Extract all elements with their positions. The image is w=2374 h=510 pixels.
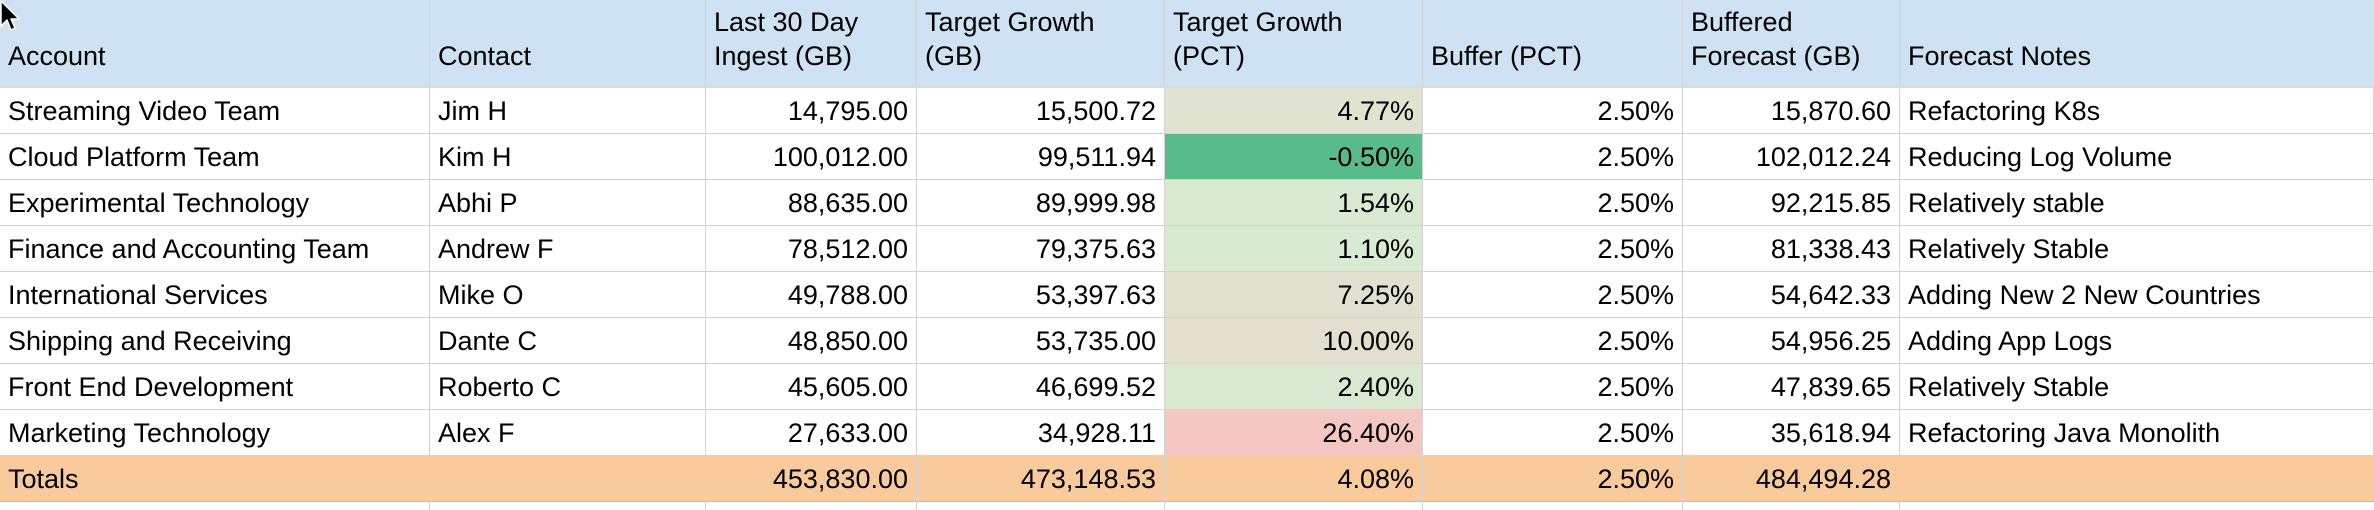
cell-notes[interactable]: Adding New 2 New Countries [1900,272,2374,318]
empty-row-cell[interactable] [1900,502,2374,510]
cell-account[interactable]: Shipping and Receiving [0,318,430,364]
totals-contact[interactable] [430,456,706,502]
cell-forecast[interactable]: 54,956.25 [1683,318,1900,364]
header-target-growth-pct[interactable]: Target Growth (PCT) [1165,0,1423,78]
cell-forecast[interactable]: 15,870.60 [1683,88,1900,134]
cell-ingest[interactable]: 48,850.00 [706,318,917,364]
cell-buffer[interactable]: 2.50% [1423,410,1683,456]
cell-target-gb[interactable]: 34,928.11 [917,410,1165,456]
empty-row-cell[interactable] [917,502,1165,510]
cell-contact[interactable]: Jim H [430,88,706,134]
cell-forecast[interactable]: 102,012.24 [1683,134,1900,180]
arrow-cursor-icon [0,0,20,31]
header-buffer-pct[interactable]: Buffer (PCT) [1423,0,1683,78]
cell-target-pct[interactable]: 1.10% [1165,226,1423,272]
cell-ingest[interactable]: 27,633.00 [706,410,917,456]
header-forecast-notes[interactable]: Forecast Notes [1900,0,2374,78]
cell-notes[interactable]: Relatively Stable [1900,226,2374,272]
cell-target-gb[interactable]: 89,999.98 [917,180,1165,226]
cell-ingest[interactable]: 100,012.00 [706,134,917,180]
cell-forecast[interactable]: 35,618.94 [1683,410,1900,456]
cell-account[interactable]: Front End Development [0,364,430,410]
header-spacer [706,78,917,88]
cell-target-pct[interactable]: 4.77% [1165,88,1423,134]
header-spacer [1683,78,1900,88]
cell-target-gb[interactable]: 99,511.94 [917,134,1165,180]
cell-forecast[interactable]: 47,839.65 [1683,364,1900,410]
cell-target-pct[interactable]: 1.54% [1165,180,1423,226]
header-account[interactable]: Account [0,0,430,78]
cell-contact[interactable]: Kim H [430,134,706,180]
cell-contact[interactable]: Abhi P [430,180,706,226]
cell-notes[interactable]: Reducing Log Volume [1900,134,2374,180]
empty-row-cell[interactable] [706,502,917,510]
totals-label[interactable]: Totals [0,456,430,502]
cell-notes[interactable]: Refactoring Java Monolith [1900,410,2374,456]
cell-notes[interactable]: Adding App Logs [1900,318,2374,364]
header-last-30-day-ingest[interactable]: Last 30 Day Ingest (GB) [706,0,917,78]
cell-buffer[interactable]: 2.50% [1423,318,1683,364]
cell-account[interactable]: Marketing Technology [0,410,430,456]
cell-buffer[interactable]: 2.50% [1423,180,1683,226]
cell-ingest[interactable]: 78,512.00 [706,226,917,272]
cell-notes[interactable]: Relatively stable [1900,180,2374,226]
cell-forecast[interactable]: 54,642.33 [1683,272,1900,318]
cell-contact[interactable]: Andrew F [430,226,706,272]
cell-target-gb[interactable]: 53,735.00 [917,318,1165,364]
cell-target-gb[interactable]: 79,375.63 [917,226,1165,272]
cell-ingest[interactable]: 49,788.00 [706,272,917,318]
header-spacer [917,78,1165,88]
cell-target-pct[interactable]: 7.25% [1165,272,1423,318]
cell-account[interactable]: Finance and Accounting Team [0,226,430,272]
empty-row-cell[interactable] [1165,502,1423,510]
empty-row-cell[interactable] [1423,502,1683,510]
cell-buffer[interactable]: 2.50% [1423,88,1683,134]
cell-buffer[interactable]: 2.50% [1423,364,1683,410]
cell-buffer[interactable]: 2.50% [1423,134,1683,180]
cell-target-gb[interactable]: 46,699.52 [917,364,1165,410]
cell-contact[interactable]: Mike O [430,272,706,318]
cell-account[interactable]: Experimental Technology [0,180,430,226]
header-buffered-forecast[interactable]: Buffered Forecast (GB) [1683,0,1900,78]
cell-contact[interactable]: Roberto C [430,364,706,410]
cell-ingest[interactable]: 88,635.00 [706,180,917,226]
cell-contact[interactable]: Alex F [430,410,706,456]
empty-row-cell[interactable] [1683,502,1900,510]
cell-account[interactable]: International Services [0,272,430,318]
header-spacer [1423,78,1683,88]
totals-ingest[interactable]: 453,830.00 [706,456,917,502]
totals-forecast[interactable]: 484,494.28 [1683,456,1900,502]
cell-target-pct[interactable]: 10.00% [1165,318,1423,364]
cell-ingest[interactable]: 14,795.00 [706,88,917,134]
cell-target-gb[interactable]: 53,397.63 [917,272,1165,318]
cell-target-gb[interactable]: 15,500.72 [917,88,1165,134]
cell-target-pct[interactable]: -0.50% [1165,134,1423,180]
cell-account[interactable]: Streaming Video Team [0,88,430,134]
totals-notes[interactable] [1900,456,2374,502]
cell-buffer[interactable]: 2.50% [1423,226,1683,272]
header-spacer [0,78,430,88]
cell-forecast[interactable]: 92,215.85 [1683,180,1900,226]
empty-row-cell[interactable] [430,502,706,510]
header-spacer [430,78,706,88]
totals-buffer[interactable]: 2.50% [1423,456,1683,502]
cell-notes[interactable]: Refactoring K8s [1900,88,2374,134]
cell-account[interactable]: Cloud Platform Team [0,134,430,180]
cell-ingest[interactable]: 45,605.00 [706,364,917,410]
header-contact[interactable]: Contact [430,0,706,78]
cell-notes[interactable]: Relatively Stable [1900,364,2374,410]
totals-target-gb[interactable]: 473,148.53 [917,456,1165,502]
header-spacer [1900,78,2374,88]
cell-target-pct[interactable]: 26.40% [1165,410,1423,456]
empty-row-cell[interactable] [0,502,430,510]
header-spacer [1165,78,1423,88]
header-target-growth-gb[interactable]: Target Growth (GB) [917,0,1165,78]
totals-target-pct[interactable]: 4.08% [1165,456,1423,502]
cell-contact[interactable]: Dante C [430,318,706,364]
cell-target-pct[interactable]: 2.40% [1165,364,1423,410]
cell-forecast[interactable]: 81,338.43 [1683,226,1900,272]
cell-buffer[interactable]: 2.50% [1423,272,1683,318]
